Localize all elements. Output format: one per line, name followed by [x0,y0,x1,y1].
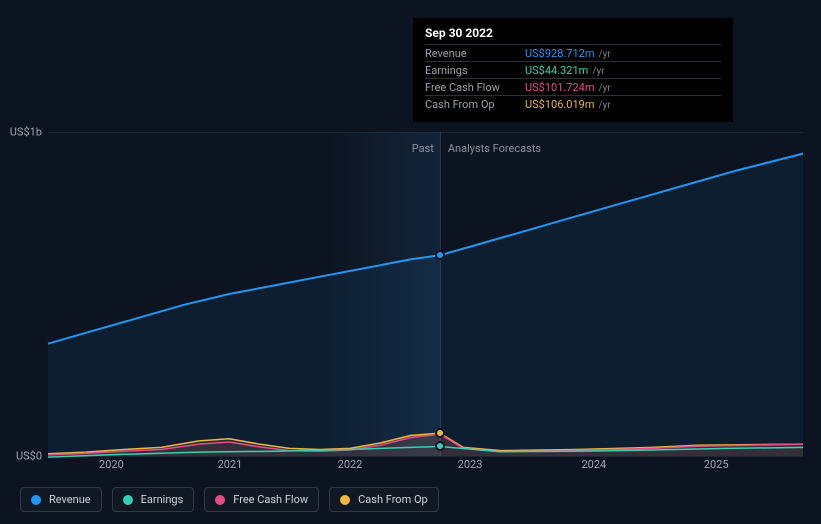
legend-label: Cash From Op [358,493,428,506]
legend-swatch [123,495,133,505]
plot-area[interactable]: US$1b US$0 Past Analysts Forecasts [48,132,803,456]
tooltip-row-label: Revenue [425,47,525,60]
tooltip-row: RevenueUS$928.712m/yr [425,44,721,61]
series-fill-revenue [48,154,803,456]
tooltip-row: Cash From OpUS$106.019m/yr [425,95,721,112]
tooltip-row-value: US$44.321m [525,64,588,77]
chart-svg [48,132,803,456]
tooltip-row-unit: /yr [599,83,611,94]
tooltip-row-value: US$101.724m [525,81,595,94]
x-tick: 2025 [704,458,729,471]
x-tick: 2023 [458,458,483,471]
marker-revenue [435,250,445,260]
legend-swatch [340,495,350,505]
x-tick: 2022 [338,458,363,471]
tooltip-date: Sep 30 2022 [425,26,721,44]
legend-swatch [215,495,225,505]
tooltip-row-unit: /yr [599,49,611,60]
legend-swatch [31,495,41,505]
tooltip-row-unit: /yr [599,100,611,111]
legend-item-cash-from-op[interactable]: Cash From Op [329,487,439,512]
legend-item-earnings[interactable]: Earnings [112,487,195,512]
tooltip-row-value: US$928.712m [525,47,595,60]
financial-forecast-chart: US$1b US$0 Past Analysts Forecasts 20202… [0,0,821,524]
tooltip-row-label: Free Cash Flow [425,81,525,94]
legend-label: Revenue [49,493,91,506]
tooltip-row-value: US$106.019m [525,98,595,111]
tooltip-row-label: Cash From Op [425,98,525,111]
x-tick: 2021 [218,458,243,471]
legend: Revenue Earnings Free Cash Flow Cash From O… [20,487,439,512]
y-axis-max-label: US$1b [10,126,42,139]
legend-label: Earnings [141,493,184,506]
y-axis-min-label: US$0 [16,450,42,463]
marker-cash_from_op [435,428,445,438]
marker-earnings [435,441,445,451]
tooltip: Sep 30 2022 RevenueUS$928.712m/yrEarning… [413,18,733,122]
x-axis: 2020 2021 2022 2023 2024 2025 [48,456,803,478]
x-tick: 2024 [581,458,606,471]
tooltip-row-label: Earnings [425,64,525,77]
legend-label: Free Cash Flow [233,493,308,506]
tooltip-row-unit: /yr [592,66,604,77]
tooltip-row: EarningsUS$44.321m/yr [425,61,721,78]
legend-item-revenue[interactable]: Revenue [20,487,102,512]
legend-item-free-cash-flow[interactable]: Free Cash Flow [204,487,319,512]
tooltip-row: Free Cash FlowUS$101.724m/yr [425,78,721,95]
x-tick: 2020 [99,458,124,471]
